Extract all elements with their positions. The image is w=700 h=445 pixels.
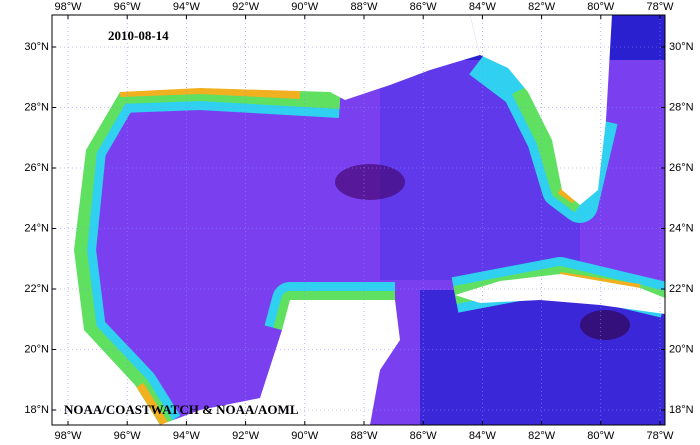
lat-label-right: 18°N (669, 404, 694, 416)
lon-label-top: 84°W (469, 1, 497, 13)
land-north-west (52, 15, 480, 425)
lon-label-top: 96°W (114, 1, 142, 13)
lon-label-top: 86°W (410, 1, 438, 13)
lon-label-bottom: 94°W (173, 430, 201, 442)
lon-label-bottom: 92°W (232, 430, 260, 442)
lon-label-bottom: 78°W (646, 430, 674, 442)
lat-label-right: 22°N (669, 283, 694, 295)
date-label: 2010-08-14 (108, 28, 169, 43)
lat-label-left: 30°N (24, 41, 49, 53)
lon-label-bottom: 90°W (291, 430, 319, 442)
lat-label-right: 28°N (669, 101, 694, 113)
grid (52, 15, 665, 425)
lon-label-bottom: 80°W (587, 430, 615, 442)
map-frame (51, 14, 666, 426)
map-image (52, 15, 665, 425)
lon-label-top: 82°W (528, 1, 556, 13)
lat-label-left: 26°N (24, 162, 49, 174)
lat-label-left: 20°N (24, 343, 49, 355)
credit-label: NOAA/COASTWATCH & NOAA/AOML (64, 402, 299, 417)
land-yucatan (160, 300, 400, 425)
lon-label-bottom: 96°W (114, 430, 142, 442)
lon-label-bottom: 98°W (54, 430, 82, 442)
lat-label-right: 20°N (669, 343, 694, 355)
lon-label-top: 88°W (350, 1, 378, 13)
lat-label-left: 22°N (24, 283, 49, 295)
lat-label-right: 30°N (669, 41, 694, 53)
lat-label-left: 24°N (24, 222, 49, 234)
dark-patch (335, 164, 405, 200)
land-florida (470, 15, 612, 205)
lon-label-top: 90°W (291, 1, 319, 13)
lat-label-left: 28°N (24, 101, 49, 113)
lon-label-top: 80°W (587, 1, 615, 13)
lat-label-right: 24°N (669, 222, 694, 234)
dark-patch (580, 310, 630, 340)
lon-label-bottom: 86°W (410, 430, 438, 442)
lon-label-bottom: 84°W (469, 430, 497, 442)
lon-label-top: 92°W (232, 1, 260, 13)
lat-label-right: 26°N (669, 162, 694, 174)
lon-label-bottom: 82°W (528, 430, 556, 442)
lon-label-top: 78°W (646, 1, 674, 13)
lat-label-left: 18°N (24, 404, 49, 416)
land-cuba (455, 274, 665, 314)
ocean-patch (420, 290, 665, 425)
lon-label-top: 94°W (173, 1, 201, 13)
land (52, 15, 665, 425)
lon-label-bottom: 88°W (350, 430, 378, 442)
lon-label-top: 98°W (54, 1, 82, 13)
